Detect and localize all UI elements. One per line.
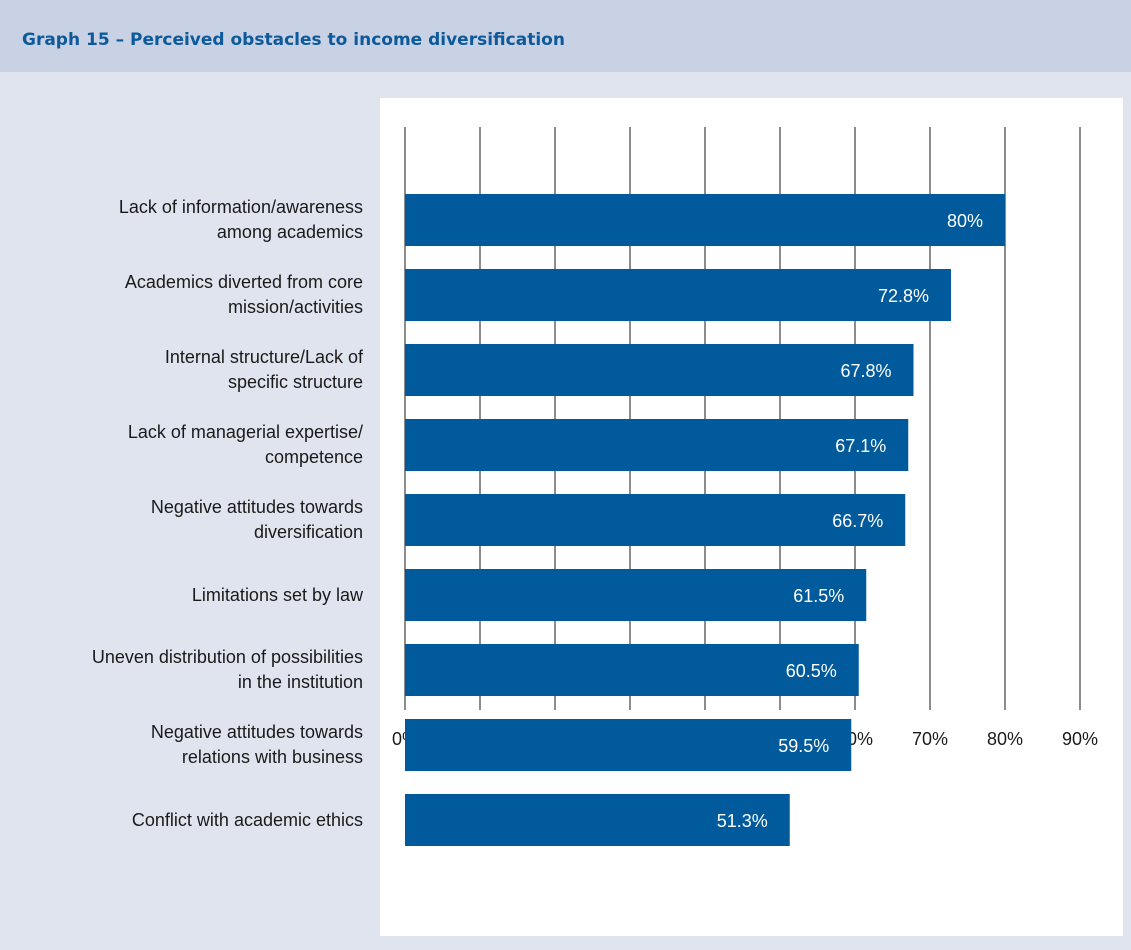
bar-2 — [405, 344, 914, 396]
category-label-1: Academics diverted from core mission/acti… — [124, 272, 363, 317]
category-label-6: Uneven distribution of possibilities in t… — [91, 647, 363, 692]
tick-label-80: 80% — [986, 729, 1024, 749]
category-label-7: Negative attitudes towards relations with… — [150, 722, 363, 767]
bar-6 — [405, 644, 859, 696]
chart-title: Graph 15 – Perceived obstacles to income… — [22, 30, 565, 50]
category-label-3: Lack of managerial expertise/competence — [127, 422, 363, 467]
value-label-6: 60.5% — [786, 661, 837, 681]
bar-7 — [405, 719, 852, 771]
bar-4 — [405, 494, 906, 546]
bar-0 — [405, 194, 1005, 246]
category-label-0: Lack of information/awareness among acade… — [118, 197, 363, 242]
chart-header: Graph 15 – Perceived obstacles to income… — [0, 0, 1131, 72]
value-label-1: 72.8% — [878, 286, 929, 306]
bar-8 — [405, 794, 790, 846]
tick-label-70: 70% — [911, 729, 949, 749]
category-label-5: Limitations set by law — [191, 584, 363, 605]
value-label-8: 51.3% — [717, 811, 768, 831]
value-label-3: 67.1% — [835, 436, 886, 456]
value-label-7: 59.5% — [778, 736, 829, 756]
category-label-8: Conflict with academic ethics — [131, 809, 363, 830]
category-label-4: Negative attitudes towards diversificatio… — [150, 497, 363, 542]
value-label-4: 66.7% — [832, 511, 883, 531]
bar-3 — [405, 419, 909, 471]
tick-label-90: 90% — [1061, 729, 1099, 749]
bar-1 — [405, 269, 951, 321]
value-label-5: 61.5% — [793, 586, 844, 606]
bar-5 — [405, 569, 867, 621]
value-label-0: 80% — [947, 211, 983, 231]
category-label-2: Internal structure/Lack of specific struc… — [164, 347, 363, 392]
value-label-2: 67.8% — [840, 361, 891, 381]
